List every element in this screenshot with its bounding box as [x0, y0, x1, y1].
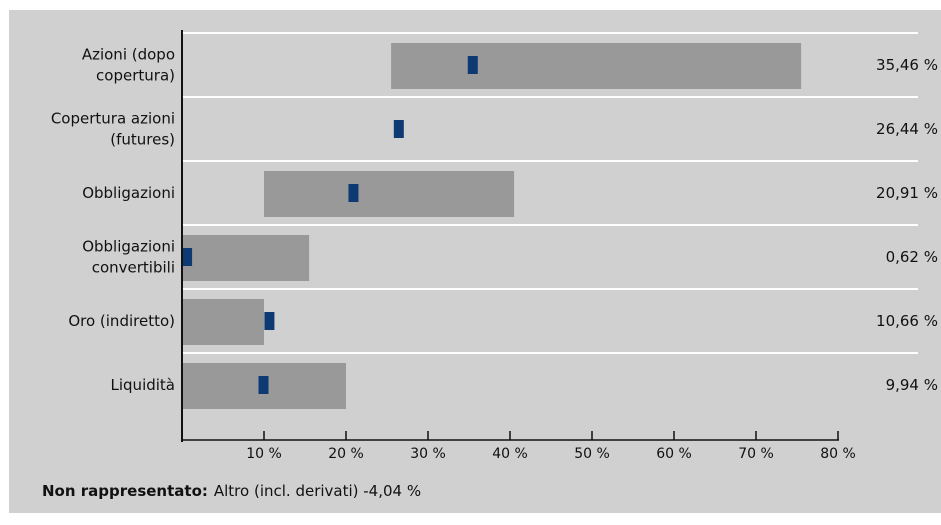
x-tick-label: 50 %	[574, 446, 610, 462]
chart-panel: Azioni (dopo copertura) 35,46 % Copertura a…	[9, 10, 941, 513]
category-label: Liquidità	[111, 376, 175, 394]
x-tick-label: 20 %	[328, 446, 364, 462]
x-tick-label: 40 %	[492, 446, 528, 462]
category-label: Azioni (dopo	[82, 46, 175, 64]
x-tick-label: 80 %	[820, 446, 856, 462]
value-label: 35,46 %	[876, 56, 938, 74]
value-label: 9,94 %	[886, 376, 938, 394]
value-label: 0,62 %	[886, 248, 938, 266]
range-bar	[391, 43, 802, 89]
value-marker	[393, 120, 404, 138]
range-bar	[182, 235, 310, 281]
value-label: 20,91 %	[876, 184, 938, 202]
bullet-chart: Azioni (dopo copertura) 35,46 % Copertura a…	[51, 30, 938, 462]
value-marker	[467, 56, 478, 74]
category-label: (futures)	[110, 131, 175, 149]
category-label: Obbligazioni	[82, 184, 175, 202]
category-label: copertura)	[96, 67, 175, 85]
value-label: 10,66 %	[876, 312, 938, 330]
value-marker	[258, 376, 269, 394]
x-tick-label: 60 %	[656, 446, 692, 462]
value-marker	[264, 312, 275, 330]
category-label: Oro (indiretto)	[68, 312, 175, 330]
value-label: 26,44 %	[876, 120, 938, 138]
footnote-text: Altro (incl. derivati) -4,04 %	[213, 482, 422, 500]
range-bar	[182, 299, 264, 345]
category-label: convertibili	[92, 259, 175, 277]
x-tick-label: 70 %	[738, 446, 774, 462]
range-bar	[264, 171, 515, 217]
footnote: Non rappresentato: Altro (incl. derivati)…	[42, 482, 421, 500]
x-tick-label: 10 %	[246, 446, 282, 462]
value-marker	[348, 184, 359, 202]
category-label: Obbligazioni	[82, 238, 175, 256]
value-marker	[182, 248, 193, 266]
x-tick-label: 30 %	[410, 446, 446, 462]
footnote-label: Non rappresentato:	[42, 482, 208, 500]
category-label: Copertura azioni	[51, 110, 175, 128]
